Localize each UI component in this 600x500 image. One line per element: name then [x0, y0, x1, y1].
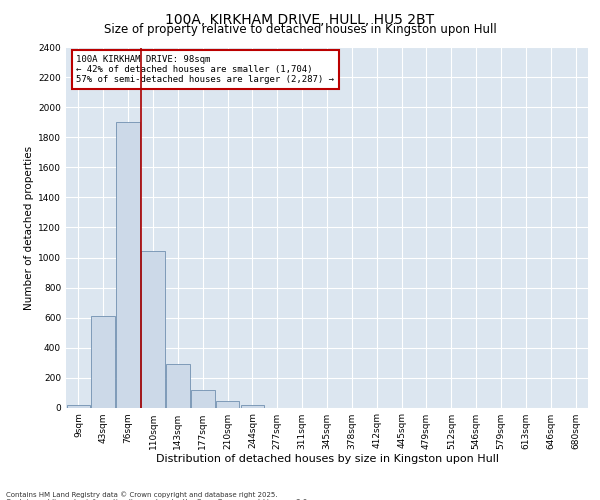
- Text: Size of property relative to detached houses in Kingston upon Hull: Size of property relative to detached ho…: [104, 22, 496, 36]
- Bar: [67, 404, 90, 407]
- Text: 100A KIRKHAM DRIVE: 98sqm
← 42% of detached houses are smaller (1,704)
57% of se: 100A KIRKHAM DRIVE: 98sqm ← 42% of detac…: [76, 54, 334, 84]
- Bar: [191, 390, 215, 407]
- Y-axis label: Number of detached properties: Number of detached properties: [24, 146, 34, 310]
- Bar: [241, 404, 264, 407]
- Bar: [91, 316, 115, 408]
- Text: 100A, KIRKHAM DRIVE, HULL, HU5 2BT: 100A, KIRKHAM DRIVE, HULL, HU5 2BT: [166, 12, 434, 26]
- Bar: [166, 364, 190, 408]
- Text: Contains HM Land Registry data © Crown copyright and database right 2025.: Contains HM Land Registry data © Crown c…: [6, 491, 277, 498]
- X-axis label: Distribution of detached houses by size in Kingston upon Hull: Distribution of detached houses by size …: [155, 454, 499, 464]
- Bar: [116, 122, 140, 408]
- Text: Contains public sector information licensed under the Open Government Licence v3: Contains public sector information licen…: [6, 499, 310, 500]
- Bar: [141, 252, 165, 408]
- Bar: [216, 400, 239, 407]
